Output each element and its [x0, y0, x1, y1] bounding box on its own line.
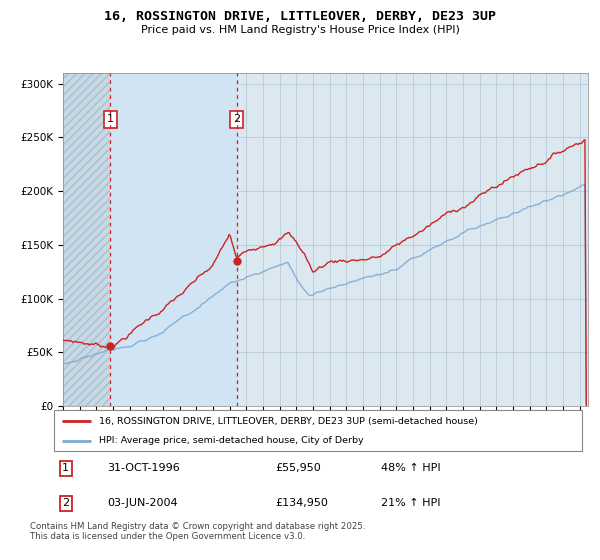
- Bar: [63, 73, 110, 406]
- Text: £134,950: £134,950: [276, 498, 329, 508]
- Text: Price paid vs. HM Land Registry's House Price Index (HPI): Price paid vs. HM Land Registry's House …: [140, 25, 460, 35]
- Text: 48% ↑ HPI: 48% ↑ HPI: [382, 464, 441, 473]
- FancyBboxPatch shape: [54, 410, 582, 451]
- Text: 1: 1: [62, 464, 69, 473]
- Text: 21% ↑ HPI: 21% ↑ HPI: [382, 498, 441, 508]
- Bar: [110, 73, 236, 406]
- Text: Contains HM Land Registry data © Crown copyright and database right 2025.
This d: Contains HM Land Registry data © Crown c…: [30, 522, 365, 542]
- Text: HPI: Average price, semi-detached house, City of Derby: HPI: Average price, semi-detached house,…: [99, 436, 364, 445]
- Text: 03-JUN-2004: 03-JUN-2004: [107, 498, 178, 508]
- Text: 31-OCT-1996: 31-OCT-1996: [107, 464, 179, 473]
- Text: 2: 2: [62, 498, 69, 508]
- Text: 16, ROSSINGTON DRIVE, LITTLEOVER, DERBY, DE23 3UP: 16, ROSSINGTON DRIVE, LITTLEOVER, DERBY,…: [104, 10, 496, 23]
- Text: 1: 1: [107, 114, 113, 124]
- Text: £55,950: £55,950: [276, 464, 322, 473]
- Text: 16, ROSSINGTON DRIVE, LITTLEOVER, DERBY, DE23 3UP (semi-detached house): 16, ROSSINGTON DRIVE, LITTLEOVER, DERBY,…: [99, 417, 478, 426]
- Text: 2: 2: [233, 114, 240, 124]
